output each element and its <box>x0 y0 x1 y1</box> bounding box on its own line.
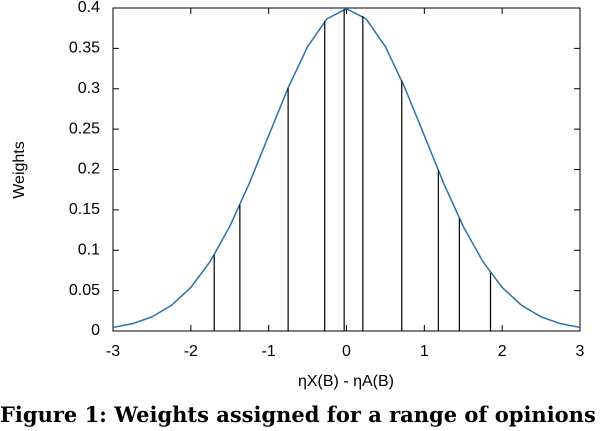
chart: Weights ηX(B) - ηA(B) 0 0.05 0.1 0.15 0.2 0.2… <box>11 0 585 390</box>
y-tick-label: 0.1 <box>78 241 100 258</box>
y-tick-label: 0 <box>91 322 100 339</box>
x-tick-label: 0 <box>342 343 351 360</box>
plot-frame <box>112 7 581 332</box>
y-tick-label: 0.05 <box>69 282 100 299</box>
x-tick-label: 2 <box>498 343 507 360</box>
y-tick-label: 0.4 <box>78 0 100 16</box>
x-tick-label: 1 <box>420 343 429 360</box>
figure-caption: Figure 1: Weights assigned for a range o… <box>0 402 596 427</box>
y-tick-label: 0.25 <box>69 120 100 137</box>
y-tick-label: 0.3 <box>78 80 100 97</box>
y-tick-label: 0.15 <box>69 201 100 218</box>
y-tick-label: 0.2 <box>78 161 100 178</box>
x-tick-label: -1 <box>262 343 276 360</box>
y-axis-label: Weights <box>11 141 28 199</box>
x-axis-label: ηX(B) - ηA(B) <box>298 373 394 390</box>
curve <box>112 8 581 329</box>
x-tick-label: -3 <box>106 343 120 360</box>
y-tick-label: 0.35 <box>69 40 100 57</box>
x-tick-label: -2 <box>184 343 198 360</box>
x-tick-label: 3 <box>576 343 585 360</box>
